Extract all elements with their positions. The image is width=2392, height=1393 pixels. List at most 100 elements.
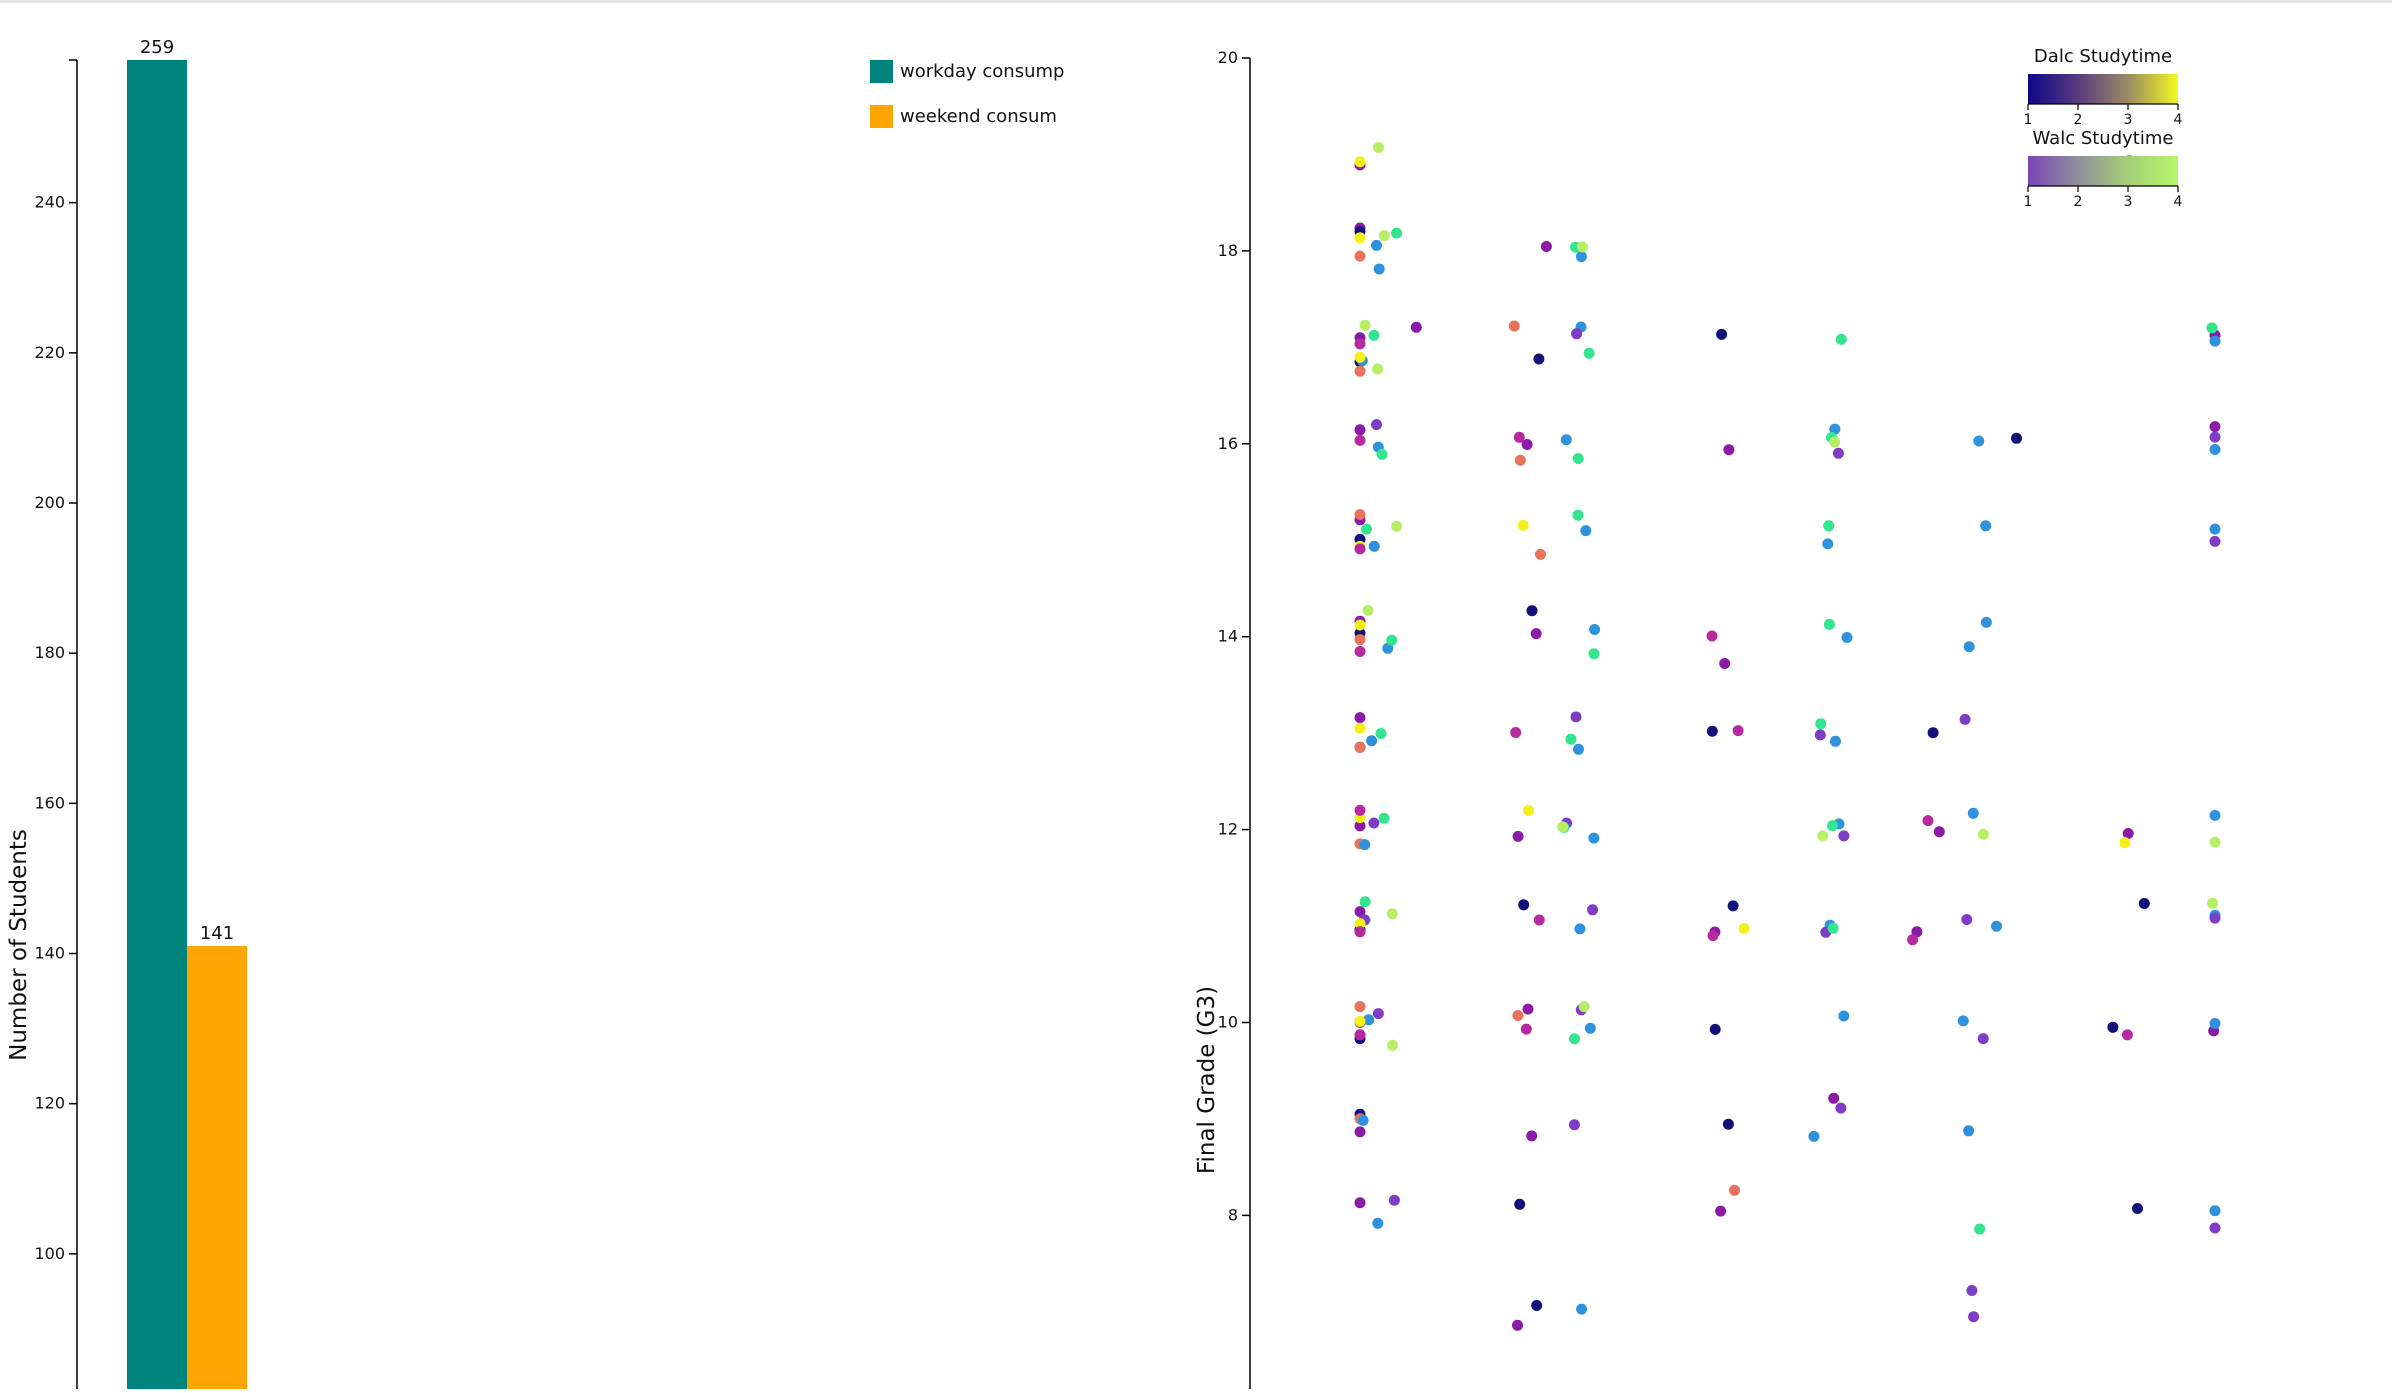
scatter-point — [1518, 899, 1530, 911]
legend-swatch — [870, 105, 893, 128]
scatter-point — [1588, 648, 1600, 660]
scatter-point — [2206, 322, 2218, 334]
bar-y-tick-label: 220 — [34, 343, 65, 362]
scatter-point — [1732, 725, 1744, 737]
scatter-point — [1354, 722, 1366, 734]
scatter-point — [1557, 821, 1569, 833]
scatter-point — [1738, 923, 1750, 934]
bar-value-label: 141 — [200, 923, 234, 944]
bar-workday — [127, 60, 187, 1389]
scatter-point — [1508, 320, 1520, 332]
scatter-point — [1354, 250, 1366, 262]
bar-y-tick: 160 — [34, 793, 77, 812]
scatter-point — [1573, 743, 1584, 755]
scatter-point — [1512, 1319, 1523, 1331]
scatter-point — [1378, 812, 1390, 824]
scatter-point — [1520, 1023, 1532, 1035]
scatter-point — [1372, 1217, 1384, 1229]
scatter-point — [1574, 923, 1586, 935]
scatter-y-tick-label: 18 — [1218, 241, 1238, 260]
scatter-y-tick-label: 8 — [1228, 1205, 1238, 1224]
scatter-point — [1709, 1023, 1721, 1035]
bar-y-tick: 100 — [34, 1244, 77, 1263]
scatter-point — [1715, 1205, 1727, 1217]
scatter-point — [1517, 519, 1529, 531]
scatter-point — [1838, 830, 1850, 842]
scatter-point — [1706, 630, 1718, 642]
scatter-point — [1587, 904, 1599, 916]
scatter-point — [1578, 1001, 1590, 1013]
bar-y-tick-label: 240 — [34, 193, 65, 212]
scatter-point — [2209, 836, 2221, 848]
scatter-point — [1366, 735, 1378, 747]
scatter-y-tick-label: 10 — [1218, 1012, 1238, 1031]
scatter-point — [1828, 1092, 1840, 1104]
scatter-point — [1830, 735, 1841, 747]
color-legend-tick-label: 2 — [2074, 194, 2083, 210]
scatter-point — [1814, 729, 1826, 741]
scatter-point — [1354, 820, 1366, 832]
scatter-point — [1575, 251, 1587, 263]
bar-y-tick-label: 140 — [34, 944, 65, 963]
scatter-point — [1722, 1118, 1734, 1130]
bar-y-tick: 240 — [34, 193, 77, 212]
scatter-point — [1354, 741, 1366, 753]
color-legend-tick-label: 2 — [2074, 112, 2083, 128]
scatter-point — [1523, 805, 1535, 816]
scatter-point — [1829, 436, 1841, 448]
scatter-point — [1572, 509, 1584, 521]
scatter-point — [1371, 419, 1382, 431]
scatter-point — [1533, 914, 1545, 926]
scatter-point — [1373, 263, 1385, 275]
scatter-point — [2209, 431, 2221, 443]
scatter-point — [1514, 1198, 1526, 1210]
scatter-point — [1386, 908, 1398, 920]
scatter-point — [1368, 540, 1380, 552]
bar-y-tick: 120 — [34, 1094, 77, 1113]
scatter-point — [1907, 934, 1919, 946]
scatter-point — [1977, 1033, 1989, 1045]
scatter-point — [1388, 1194, 1400, 1206]
scatter-point — [1565, 733, 1577, 745]
bar-legend: workday consump weekend consum — [870, 60, 1064, 128]
scatter-point — [1359, 896, 1371, 908]
scatter-point — [1357, 1114, 1369, 1126]
scatter-point — [1963, 641, 1975, 653]
color-legend-tick-label: 3 — [2124, 112, 2133, 128]
scatter-point — [2011, 432, 2022, 444]
scatter-point — [1522, 1003, 1534, 1015]
scatter-point — [1707, 930, 1719, 942]
bar-y-tick: 180 — [34, 643, 77, 662]
scatter-point — [2209, 1018, 2221, 1029]
scatter-point — [1391, 227, 1403, 239]
scatter-point — [1521, 439, 1533, 450]
scatter-point — [2209, 912, 2221, 924]
scatter-point — [2209, 1205, 2221, 1217]
bar-y-tick-label: 100 — [34, 1244, 65, 1263]
scatter-point — [1706, 725, 1718, 737]
scatter-point — [1376, 448, 1388, 460]
scatter-point — [1719, 658, 1731, 669]
scatter-point — [1827, 820, 1838, 832]
scatter-y-tick: 10 — [1218, 1012, 1250, 1031]
color-legend-title: Walc Studytime — [2033, 128, 2174, 149]
scatter-point — [1378, 230, 1390, 242]
scatter-point — [1727, 900, 1739, 912]
bar-y-axis: 100 120 140 160 180 200 220 240 — [34, 59, 78, 1389]
scatter-point — [1980, 520, 1992, 532]
scatter-point — [1572, 453, 1584, 464]
scatter-y-tick-label: 14 — [1218, 627, 1238, 646]
scatter-y-tick-label: 12 — [1218, 820, 1238, 839]
scatter-point — [1512, 1010, 1524, 1021]
scatter-point — [2209, 421, 2221, 433]
scatter-point — [1368, 817, 1380, 829]
color-legend-title: Dalc Studytime — [2034, 46, 2172, 67]
scatter-point — [1577, 241, 1588, 253]
bar-y-tick-label: 120 — [34, 1094, 65, 1113]
bar-y-axis-title: Number of Students — [6, 829, 32, 1061]
scatter-y-axis: 8 10 12 14 16 18 20 — [1218, 48, 1251, 1389]
color-legend-tick-label: 1 — [2024, 112, 2033, 128]
scatter-point — [1533, 353, 1545, 365]
